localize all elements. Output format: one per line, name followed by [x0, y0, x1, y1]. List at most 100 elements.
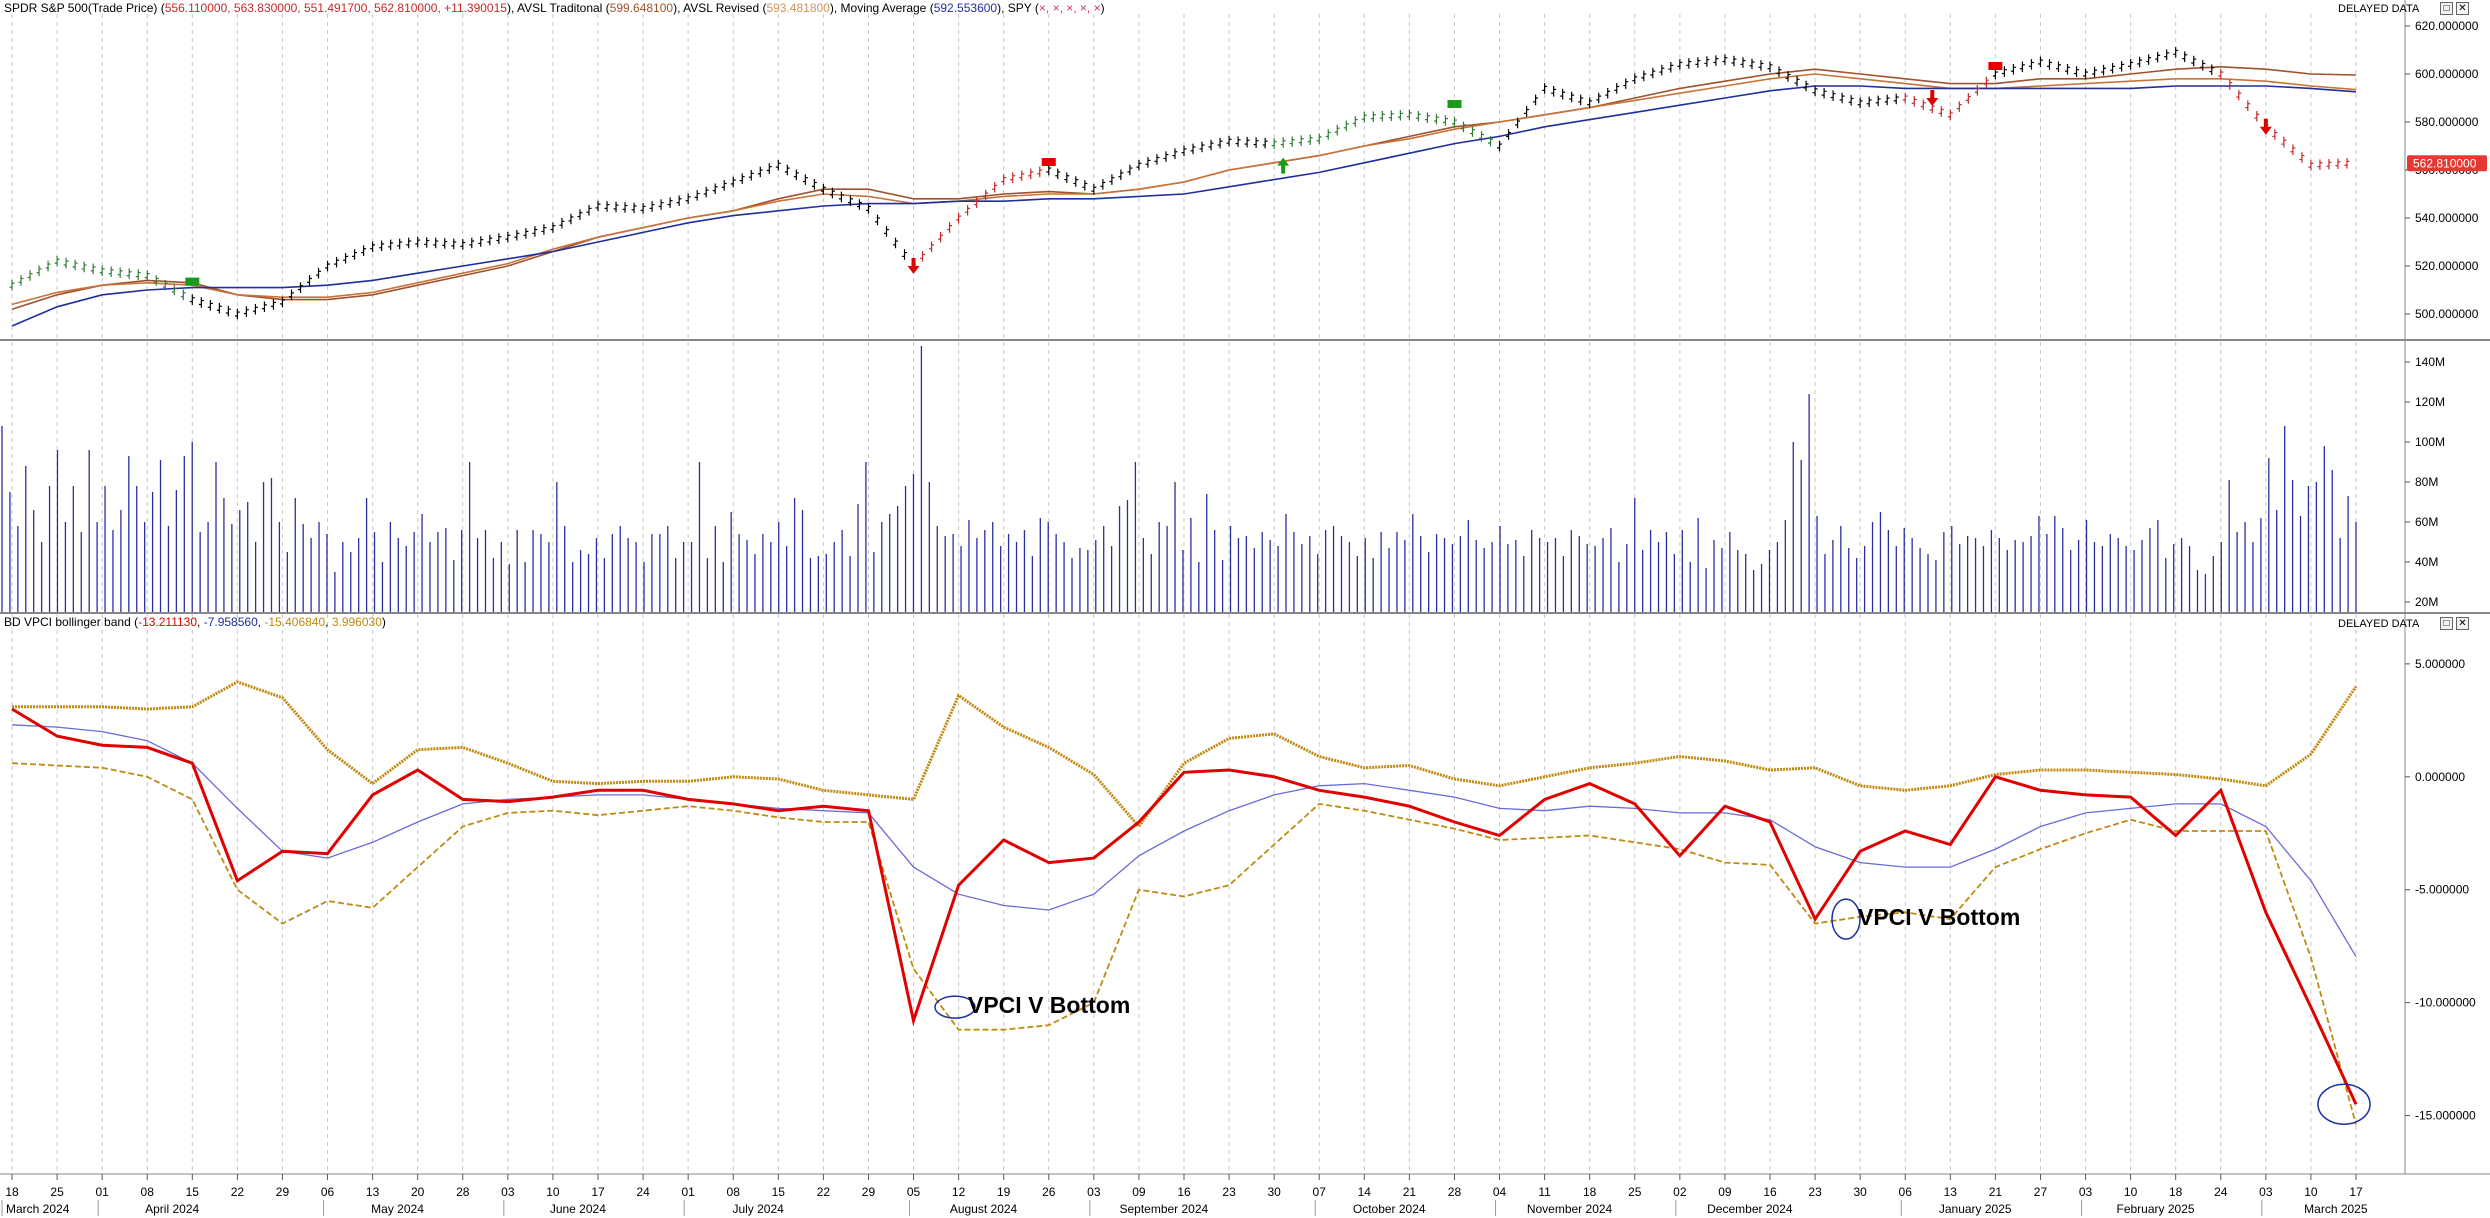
- x-tick-label: 06: [1899, 1185, 1913, 1199]
- x-tick-label: 26: [1042, 1185, 1056, 1199]
- avsl-traditional-value: 599.648100: [609, 1, 674, 15]
- vpci-value: -13.211130: [138, 615, 198, 629]
- x-tick-label: 13: [1944, 1185, 1958, 1199]
- y-tick-label: 80M: [2415, 475, 2438, 489]
- x-tick-label: 22: [817, 1185, 831, 1199]
- x-tick-label: 19: [997, 1185, 1011, 1199]
- y-tick-label: 620.000000: [2415, 19, 2479, 33]
- down-arrow-signal: [907, 258, 920, 274]
- delayed-data-label-top: DELAYED DATA: [2338, 3, 2420, 15]
- y-tick-label: 540.000000: [2415, 211, 2479, 225]
- x-tick-label: 25: [50, 1185, 64, 1199]
- y-tick-label: -5.000000: [2415, 883, 2469, 897]
- x-tick-label: 24: [2214, 1185, 2228, 1199]
- last-price-tag: [2407, 155, 2487, 172]
- x-tick-label: 05: [907, 1185, 921, 1199]
- x-tick-label: 16: [1177, 1185, 1191, 1199]
- v-bottom-circle: [934, 995, 976, 1019]
- month-label: August 2024: [950, 1202, 1018, 1216]
- x-tick-label: 03: [1087, 1185, 1101, 1199]
- vpci-v-bottom-annotation-december: VPCI V Bottom: [1858, 904, 2021, 930]
- moving-average-label: ), Moving Average (: [829, 1, 934, 15]
- vpci-v-bottom-annotation-august: VPCI V Bottom: [968, 992, 1131, 1018]
- line-moving-average: [11, 85, 2357, 327]
- x-tick-label: 09: [1718, 1185, 1732, 1199]
- x-tick-label: 21: [1989, 1185, 2003, 1199]
- sell-marker: [1041, 158, 1056, 166]
- month-label: October 2024: [1353, 1202, 1426, 1216]
- upper-band-value: 3.996030: [331, 615, 382, 629]
- x-tick-label: 21: [1403, 1185, 1417, 1199]
- y-tick-label: 20M: [2415, 595, 2438, 609]
- vpci-ma-value: -7.958560: [203, 615, 258, 629]
- month-label: May 2024: [371, 1202, 424, 1216]
- x-tick-label: 10: [2304, 1185, 2318, 1199]
- vpci-panel-prefix: BD VPCI bollinger band (: [4, 615, 139, 629]
- y-tick-label: 0.000000: [2415, 770, 2465, 784]
- price-ohlc-values: 556.110000, 563.830000, 551.491700, 562.…: [164, 1, 507, 15]
- x-tick-label: 23: [1222, 1185, 1236, 1199]
- lower-band-value: -15.406840: [264, 615, 326, 629]
- x-tick-label: 07: [1313, 1185, 1327, 1199]
- vpci-panel-header: BD VPCI bollinger band (-13.211130, -7.9…: [4, 615, 386, 629]
- month-label: December 2024: [1707, 1202, 1793, 1216]
- y-tick-label: -10.000000: [2415, 996, 2476, 1010]
- month-label: March 2025: [2304, 1202, 2368, 1216]
- x-tick-label: 25: [1628, 1185, 1642, 1199]
- down-arrow-signal: [2259, 118, 2272, 135]
- x-tick-label: 18: [1583, 1185, 1597, 1199]
- spy-label: ), SPY (: [997, 1, 1039, 15]
- month-label: November 2024: [1527, 1202, 1613, 1216]
- y-tick-label: 140M: [2415, 355, 2445, 369]
- x-tick-label: 15: [186, 1185, 200, 1199]
- delayed-data-label-bottom: DELAYED DATA: [2338, 618, 2420, 630]
- y-tick-label: -15.000000: [2415, 1109, 2476, 1123]
- vpci-panel-suffix: ): [381, 615, 386, 629]
- y-tick-label: 5.000000: [2415, 657, 2465, 671]
- month-label: January 2025: [1939, 1202, 2012, 1216]
- month-label: June 2024: [550, 1202, 606, 1216]
- x-tick-label: 01: [681, 1185, 695, 1199]
- x-tick-label: 11: [1538, 1185, 1551, 1199]
- y-tick-label: 500.000000: [2415, 307, 2479, 321]
- x-tick-label: 17: [591, 1185, 605, 1199]
- x-tick-label: 10: [2124, 1185, 2138, 1199]
- x-tick-label: 28: [1448, 1185, 1462, 1199]
- x-tick-label: 30: [1853, 1185, 1867, 1199]
- y-tick-label: 600.000000: [2415, 67, 2479, 81]
- x-tick-label: 03: [2259, 1185, 2273, 1199]
- buy-marker: [1447, 100, 1462, 108]
- y-tick-label: 580.000000: [2415, 115, 2479, 129]
- x-tick-label: 02: [1673, 1185, 1687, 1199]
- x-tick-label: 06: [321, 1185, 335, 1199]
- x-tick-label: 09: [1132, 1185, 1146, 1199]
- sell-marker: [1988, 62, 2003, 70]
- down-arrow-signal: [1926, 90, 1939, 106]
- buy-marker: [185, 277, 200, 286]
- x-tick-label: 30: [1267, 1185, 1281, 1199]
- x-tick-label: 03: [501, 1185, 515, 1199]
- month-label: March 2024: [6, 1202, 70, 1216]
- last-price-tag-label: 562.810000: [2413, 156, 2477, 170]
- close-panel-button-bottom[interactable]: ✕: [2456, 617, 2469, 630]
- close-panel-button-top[interactable]: ✕: [2456, 2, 2469, 15]
- month-label: April 2024: [145, 1202, 199, 1216]
- restore-panel-button-bottom[interactable]: □: [2440, 617, 2453, 630]
- spy-signal-values: ×, ×, ×, ×, ×: [1038, 1, 1101, 15]
- x-tick-label: 18: [2169, 1185, 2183, 1199]
- x-tick-label: 23: [1808, 1185, 1822, 1199]
- x-tick-label: 27: [2034, 1185, 2048, 1199]
- x-tick-label: 16: [1763, 1185, 1777, 1199]
- x-tick-label: 14: [1358, 1185, 1372, 1199]
- price-panel-header: SPDR S&P 500(Trade Price) (556.110000, 5…: [4, 1, 1105, 15]
- month-label: July 2024: [732, 1202, 784, 1216]
- x-tick-label: 08: [727, 1185, 741, 1199]
- v-bottom-circle: [2317, 1083, 2371, 1125]
- line-lower-band: [11, 762, 2357, 1125]
- x-tick-label: 12: [952, 1185, 966, 1199]
- y-tick-label: 60M: [2415, 515, 2438, 529]
- restore-panel-button-top[interactable]: □: [2440, 2, 2453, 15]
- line-upper-band: [12, 680, 2358, 829]
- v-bottom-circle: [1831, 898, 1861, 940]
- y-tick-label: 120M: [2415, 395, 2445, 409]
